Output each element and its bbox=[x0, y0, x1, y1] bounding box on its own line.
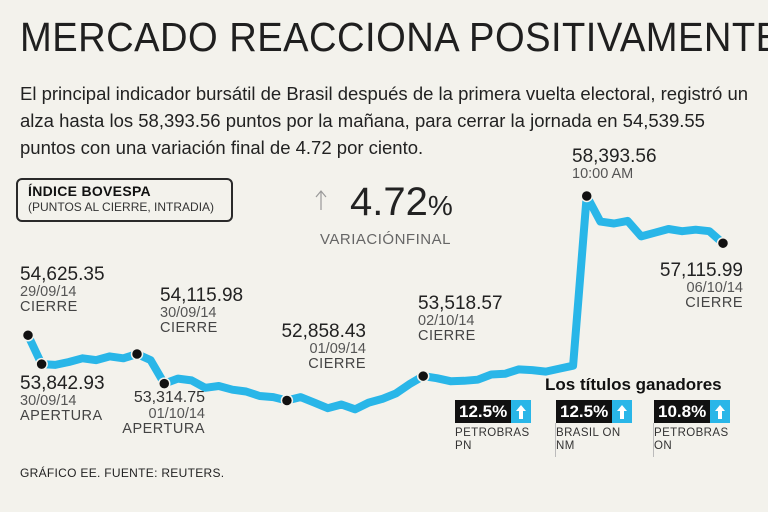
index-box: ÍNDICE BOVESPA (PUNTOS AL CIERRE, INTRAD… bbox=[16, 178, 233, 222]
data-point-marker-5 bbox=[416, 369, 430, 383]
winner-name-line2: ON bbox=[654, 440, 673, 453]
winner-item: 12.5% PETROBRAS PN bbox=[455, 400, 532, 453]
ann-label: APERTURA bbox=[20, 408, 103, 425]
data-point-marker-7 bbox=[716, 236, 730, 250]
ann-label: CIERRE bbox=[308, 356, 366, 373]
ann-value: 54,625.35 bbox=[20, 264, 105, 285]
ann-value: 57,115.99 bbox=[659, 260, 743, 281]
ann-date: 02/10/14 bbox=[418, 312, 475, 329]
ann-value: 58,393.56 bbox=[572, 146, 657, 167]
winner-value: 10.8% bbox=[654, 400, 711, 423]
page-title: MERCADO REACCIONA POSITIVAMENTE bbox=[20, 14, 768, 60]
annotation-7: 57,115.99 06/10/14 CIERRE bbox=[660, 261, 743, 311]
ann-label: CIERRE bbox=[685, 295, 743, 312]
ann-date: 30/09/14 bbox=[20, 392, 77, 409]
winner-item: 10.8% PETROBRAS ON bbox=[653, 400, 731, 457]
winner-name-line1: PETROBRAS bbox=[654, 427, 729, 439]
annotation-3: 53,314.75 01/10/14 APERTURA bbox=[122, 389, 205, 438]
ann-value: 53,842.93 bbox=[20, 373, 105, 394]
winner-name-line2: NM bbox=[556, 440, 575, 453]
winner-value: 12.5% bbox=[455, 400, 512, 423]
intro-paragraph: El principal indicador bursátil de Brasi… bbox=[20, 83, 749, 158]
variation-value: 4.72% bbox=[350, 180, 453, 225]
winner-value: 12.5% bbox=[556, 400, 613, 423]
annotation-1: 53,842.93 30/09/14 APERTURA bbox=[20, 374, 105, 424]
winner-name: PETROBRAS PN bbox=[455, 427, 531, 453]
annotation-5: 53,518.57 02/10/14 CIERRE bbox=[418, 294, 503, 344]
ann-date: 06/10/14 bbox=[686, 279, 743, 296]
ann-date: 30/09/14 bbox=[160, 304, 217, 321]
variation-sign: % bbox=[427, 190, 453, 221]
up-arrow-icon bbox=[612, 400, 633, 423]
variation-label: VARIACIÓNFINAL bbox=[320, 231, 451, 248]
annotation-0: 54,625.35 29/09/14 CIERRE bbox=[20, 265, 105, 315]
winner-badge: 12.5% bbox=[556, 400, 633, 423]
data-point-marker-4 bbox=[280, 394, 294, 407]
ann-value: 53,314.75 bbox=[133, 389, 205, 406]
winner-item: 12.5% BRASIL ON NM bbox=[555, 400, 633, 457]
source-footer: GRÁFICO EE. FUENTE: REUTERS. bbox=[20, 466, 225, 480]
winners-title: Los títulos ganadores bbox=[545, 375, 722, 394]
index-subtitle: (PUNTOS AL CIERRE, INTRADIA) bbox=[28, 200, 215, 214]
data-point-marker-3 bbox=[158, 377, 171, 390]
up-arrow-icon bbox=[315, 190, 327, 210]
ann-value: 52,858.43 bbox=[281, 321, 366, 342]
annotation-2: 54,115.98 30/09/14 CIERRE bbox=[160, 286, 243, 336]
ann-label: CIERRE bbox=[20, 299, 78, 316]
up-arrow-icon bbox=[511, 400, 532, 423]
winner-name: PETROBRAS ON bbox=[654, 427, 730, 453]
index-name: ÍNDICE BOVESPA bbox=[28, 183, 151, 199]
ann-date: 01/10/14 bbox=[148, 405, 205, 422]
ann-date: 10:00 AM bbox=[572, 165, 634, 182]
variation-number: 4.72 bbox=[350, 180, 428, 224]
ann-label: CIERRE bbox=[160, 320, 218, 337]
winner-name-line1: BRASIL ON bbox=[556, 427, 621, 439]
ann-label: APERTURA bbox=[122, 421, 205, 438]
winner-name: BRASIL ON NM bbox=[556, 427, 632, 453]
up-arrow-icon bbox=[710, 400, 731, 423]
annotation-4: 52,858.43 01/09/14 CIERRE bbox=[281, 322, 366, 372]
winner-name-line1: PETROBRAS bbox=[455, 427, 530, 439]
ann-value: 53,518.57 bbox=[418, 293, 503, 314]
winner-badge: 10.8% bbox=[654, 400, 731, 423]
data-point-marker-6 bbox=[580, 189, 593, 203]
annotation-6: 58,393.56 10:00 AM bbox=[572, 147, 657, 182]
ann-value: 54,115.98 bbox=[160, 285, 244, 306]
data-point-marker-1 bbox=[35, 357, 48, 371]
ann-label: CIERRE bbox=[418, 328, 476, 345]
winner-name-line2: PN bbox=[455, 440, 472, 453]
data-point-marker-2 bbox=[130, 347, 144, 361]
winner-badge: 12.5% bbox=[455, 400, 532, 423]
series-line bbox=[24, 192, 727, 414]
data-point-marker-0 bbox=[21, 328, 35, 342]
ann-date: 29/09/14 bbox=[20, 283, 77, 300]
ann-date: 01/09/14 bbox=[309, 340, 366, 357]
